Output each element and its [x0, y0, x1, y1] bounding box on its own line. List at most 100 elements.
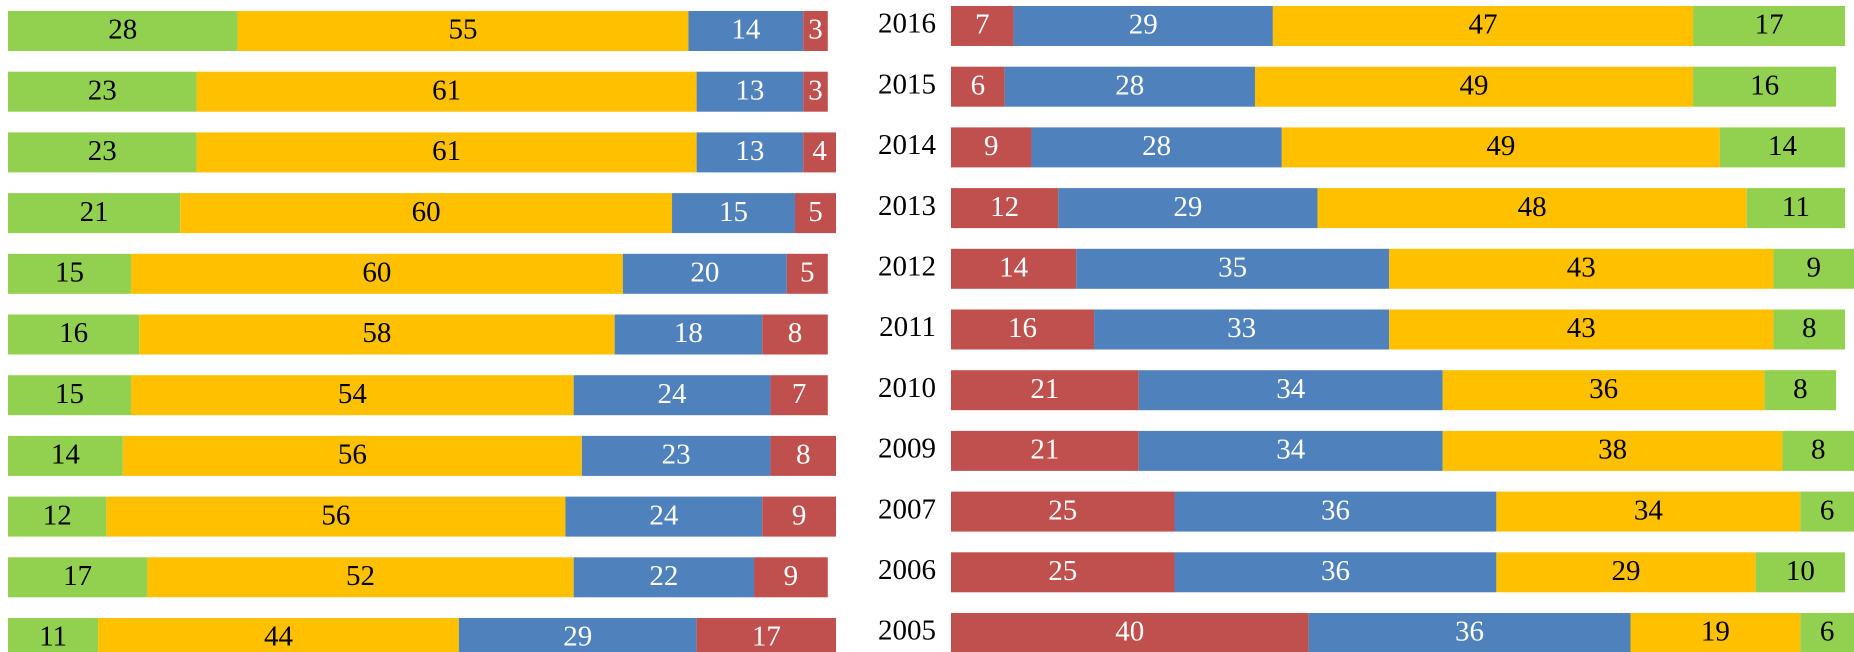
data-label: 33: [1227, 312, 1256, 344]
bar-segment: [951, 430, 1139, 471]
data-label: 61: [432, 74, 461, 106]
bar-segment: [754, 557, 828, 598]
category-label: 2012: [878, 250, 936, 282]
data-label: 17: [1755, 9, 1784, 41]
data-label: 34: [1276, 373, 1306, 405]
bar-segment: [614, 314, 763, 355]
data-label: 10: [1786, 555, 1815, 587]
bar-segment: [8, 375, 131, 416]
data-label: 12: [990, 191, 1019, 223]
data-label: 43: [1567, 312, 1596, 344]
data-label: 56: [338, 439, 367, 471]
data-label: 36: [1589, 373, 1618, 405]
bar-segment: [951, 491, 1175, 532]
data-label: 56: [321, 499, 350, 531]
bar-segment: [1764, 370, 1837, 411]
data-label: 21: [1030, 373, 1059, 405]
category-label: 2016: [878, 8, 936, 40]
bar-segment: [8, 618, 99, 652]
data-label: 16: [1750, 69, 1779, 101]
bar-segment: [565, 496, 763, 537]
data-label: 28: [108, 14, 137, 46]
data-label: 49: [1460, 69, 1489, 101]
data-label: 23: [88, 74, 117, 106]
bar-segment: [1272, 6, 1694, 46]
data-label: 28: [1115, 69, 1144, 101]
data-label: 18: [674, 317, 703, 349]
bar-segment: [1693, 66, 1837, 107]
bar-segment: [237, 11, 689, 51]
bar-segment: [951, 66, 1005, 107]
bar-segment: [696, 132, 804, 173]
data-label: 21: [1030, 434, 1059, 466]
bar-segment: [1630, 613, 1801, 652]
bar-segment: [696, 71, 804, 112]
bar-segment: [196, 132, 697, 173]
data-label: 8: [796, 439, 811, 471]
data-label: 17: [63, 560, 92, 592]
data-label: 35: [1218, 251, 1247, 283]
data-label: 19: [1701, 616, 1730, 648]
bar-segment: [803, 132, 836, 173]
bar-segment: [1389, 248, 1774, 289]
data-label: 9: [984, 130, 999, 162]
bar-segment: [1308, 613, 1631, 652]
bar-segment: [147, 557, 574, 598]
bar-segment: [795, 193, 836, 234]
data-label: 16: [1008, 312, 1037, 344]
bar-segment: [696, 618, 836, 652]
data-label: 23: [662, 439, 691, 471]
data-label: 52: [346, 560, 375, 592]
bar-segment: [688, 11, 804, 51]
bar-segment: [1058, 188, 1318, 229]
bar-segment: [1773, 309, 1846, 350]
category-label: 2007: [878, 493, 936, 525]
data-label: 36: [1321, 494, 1350, 526]
category-label: 2006: [878, 554, 936, 586]
data-label: 8: [1811, 434, 1826, 466]
data-label: 17: [752, 621, 781, 652]
bar-segment: [1004, 66, 1255, 107]
bar-segment: [458, 618, 697, 652]
data-label: 16: [59, 317, 88, 349]
bar-segment: [8, 253, 131, 294]
bar-segment: [1076, 248, 1390, 289]
bar-segment: [581, 435, 771, 476]
bar-segment: [8, 496, 107, 537]
data-label: 15: [55, 378, 84, 410]
data-label: 11: [1782, 191, 1810, 223]
data-label: 5: [800, 256, 815, 288]
data-label: 44: [264, 621, 294, 652]
bar-segment: [1773, 248, 1854, 289]
data-label: 7: [975, 9, 990, 41]
bar-segment: [1389, 309, 1774, 350]
bar-segment: [1317, 188, 1747, 229]
bar-segment: [1496, 491, 1801, 532]
data-label: 14: [999, 251, 1029, 283]
category-label: 2014: [878, 129, 937, 161]
bar-segment: [951, 552, 1175, 593]
bar-segment: [573, 375, 771, 416]
data-label: 14: [731, 14, 761, 46]
data-label: 61: [432, 135, 461, 167]
bar-segment: [672, 193, 796, 234]
category-label: 2011: [879, 311, 936, 343]
data-label: 9: [792, 499, 807, 531]
bar-segment: [1800, 613, 1854, 652]
data-label: 25: [1048, 555, 1077, 587]
data-label: 3: [808, 14, 823, 46]
data-label: 38: [1598, 434, 1627, 466]
data-label: 36: [1321, 555, 1350, 587]
bar-segment: [8, 132, 197, 173]
data-label: 11: [39, 621, 67, 652]
data-label: 8: [1802, 312, 1817, 344]
data-label: 4: [812, 135, 827, 167]
data-label: 55: [448, 14, 477, 46]
data-label: 24: [649, 499, 679, 531]
bar-segment: [130, 375, 574, 416]
data-label: 6: [1820, 616, 1835, 648]
category-label: 2015: [878, 68, 936, 100]
bar-segment: [1174, 491, 1497, 532]
bar-segment: [951, 6, 1014, 46]
bar-segment: [8, 71, 197, 112]
